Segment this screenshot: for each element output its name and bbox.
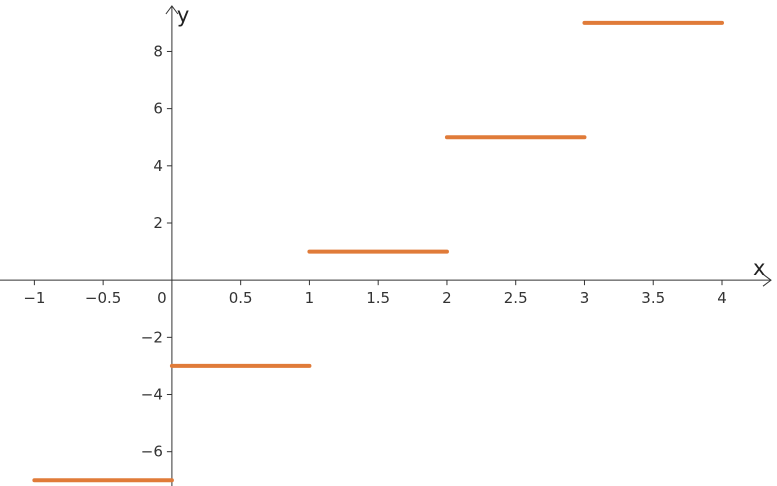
y-tick-label: −6 [141,443,163,461]
y-axis-arrow [165,5,179,15]
x-axis-label: x [753,256,765,280]
x-tick-label: 2 [442,289,452,307]
ticks: −1 −0.5 0 0.5 1 1.5 2 2.5 3 3.5 4 −6 −4 −2 2 4 6 8 [23,42,726,460]
y-tick-label: 8 [153,42,163,60]
axes [0,5,772,486]
y-tick-label: 2 [153,214,163,232]
x-tick-label: 0 [157,289,167,307]
x-tick-label: 1 [305,289,315,307]
x-tick-label: 1.5 [366,289,390,307]
x-tick-label: 2.5 [504,289,528,307]
y-tick-label: 4 [153,157,163,175]
x-tick-label: 3 [580,289,590,307]
x-tick-label: −0.5 [85,289,121,307]
x-tick-label: −1 [23,289,45,307]
x-tick-label: 4 [717,289,727,307]
x-axis-arrow [762,273,772,287]
x-tick-label: 3.5 [641,289,665,307]
x-tick-label: 0.5 [229,289,253,307]
y-tick-label: −4 [141,386,163,404]
y-tick-label: −2 [141,328,163,346]
y-axis-label: y [177,3,189,27]
y-tick-label: 6 [153,100,163,118]
data-segments [32,20,724,483]
